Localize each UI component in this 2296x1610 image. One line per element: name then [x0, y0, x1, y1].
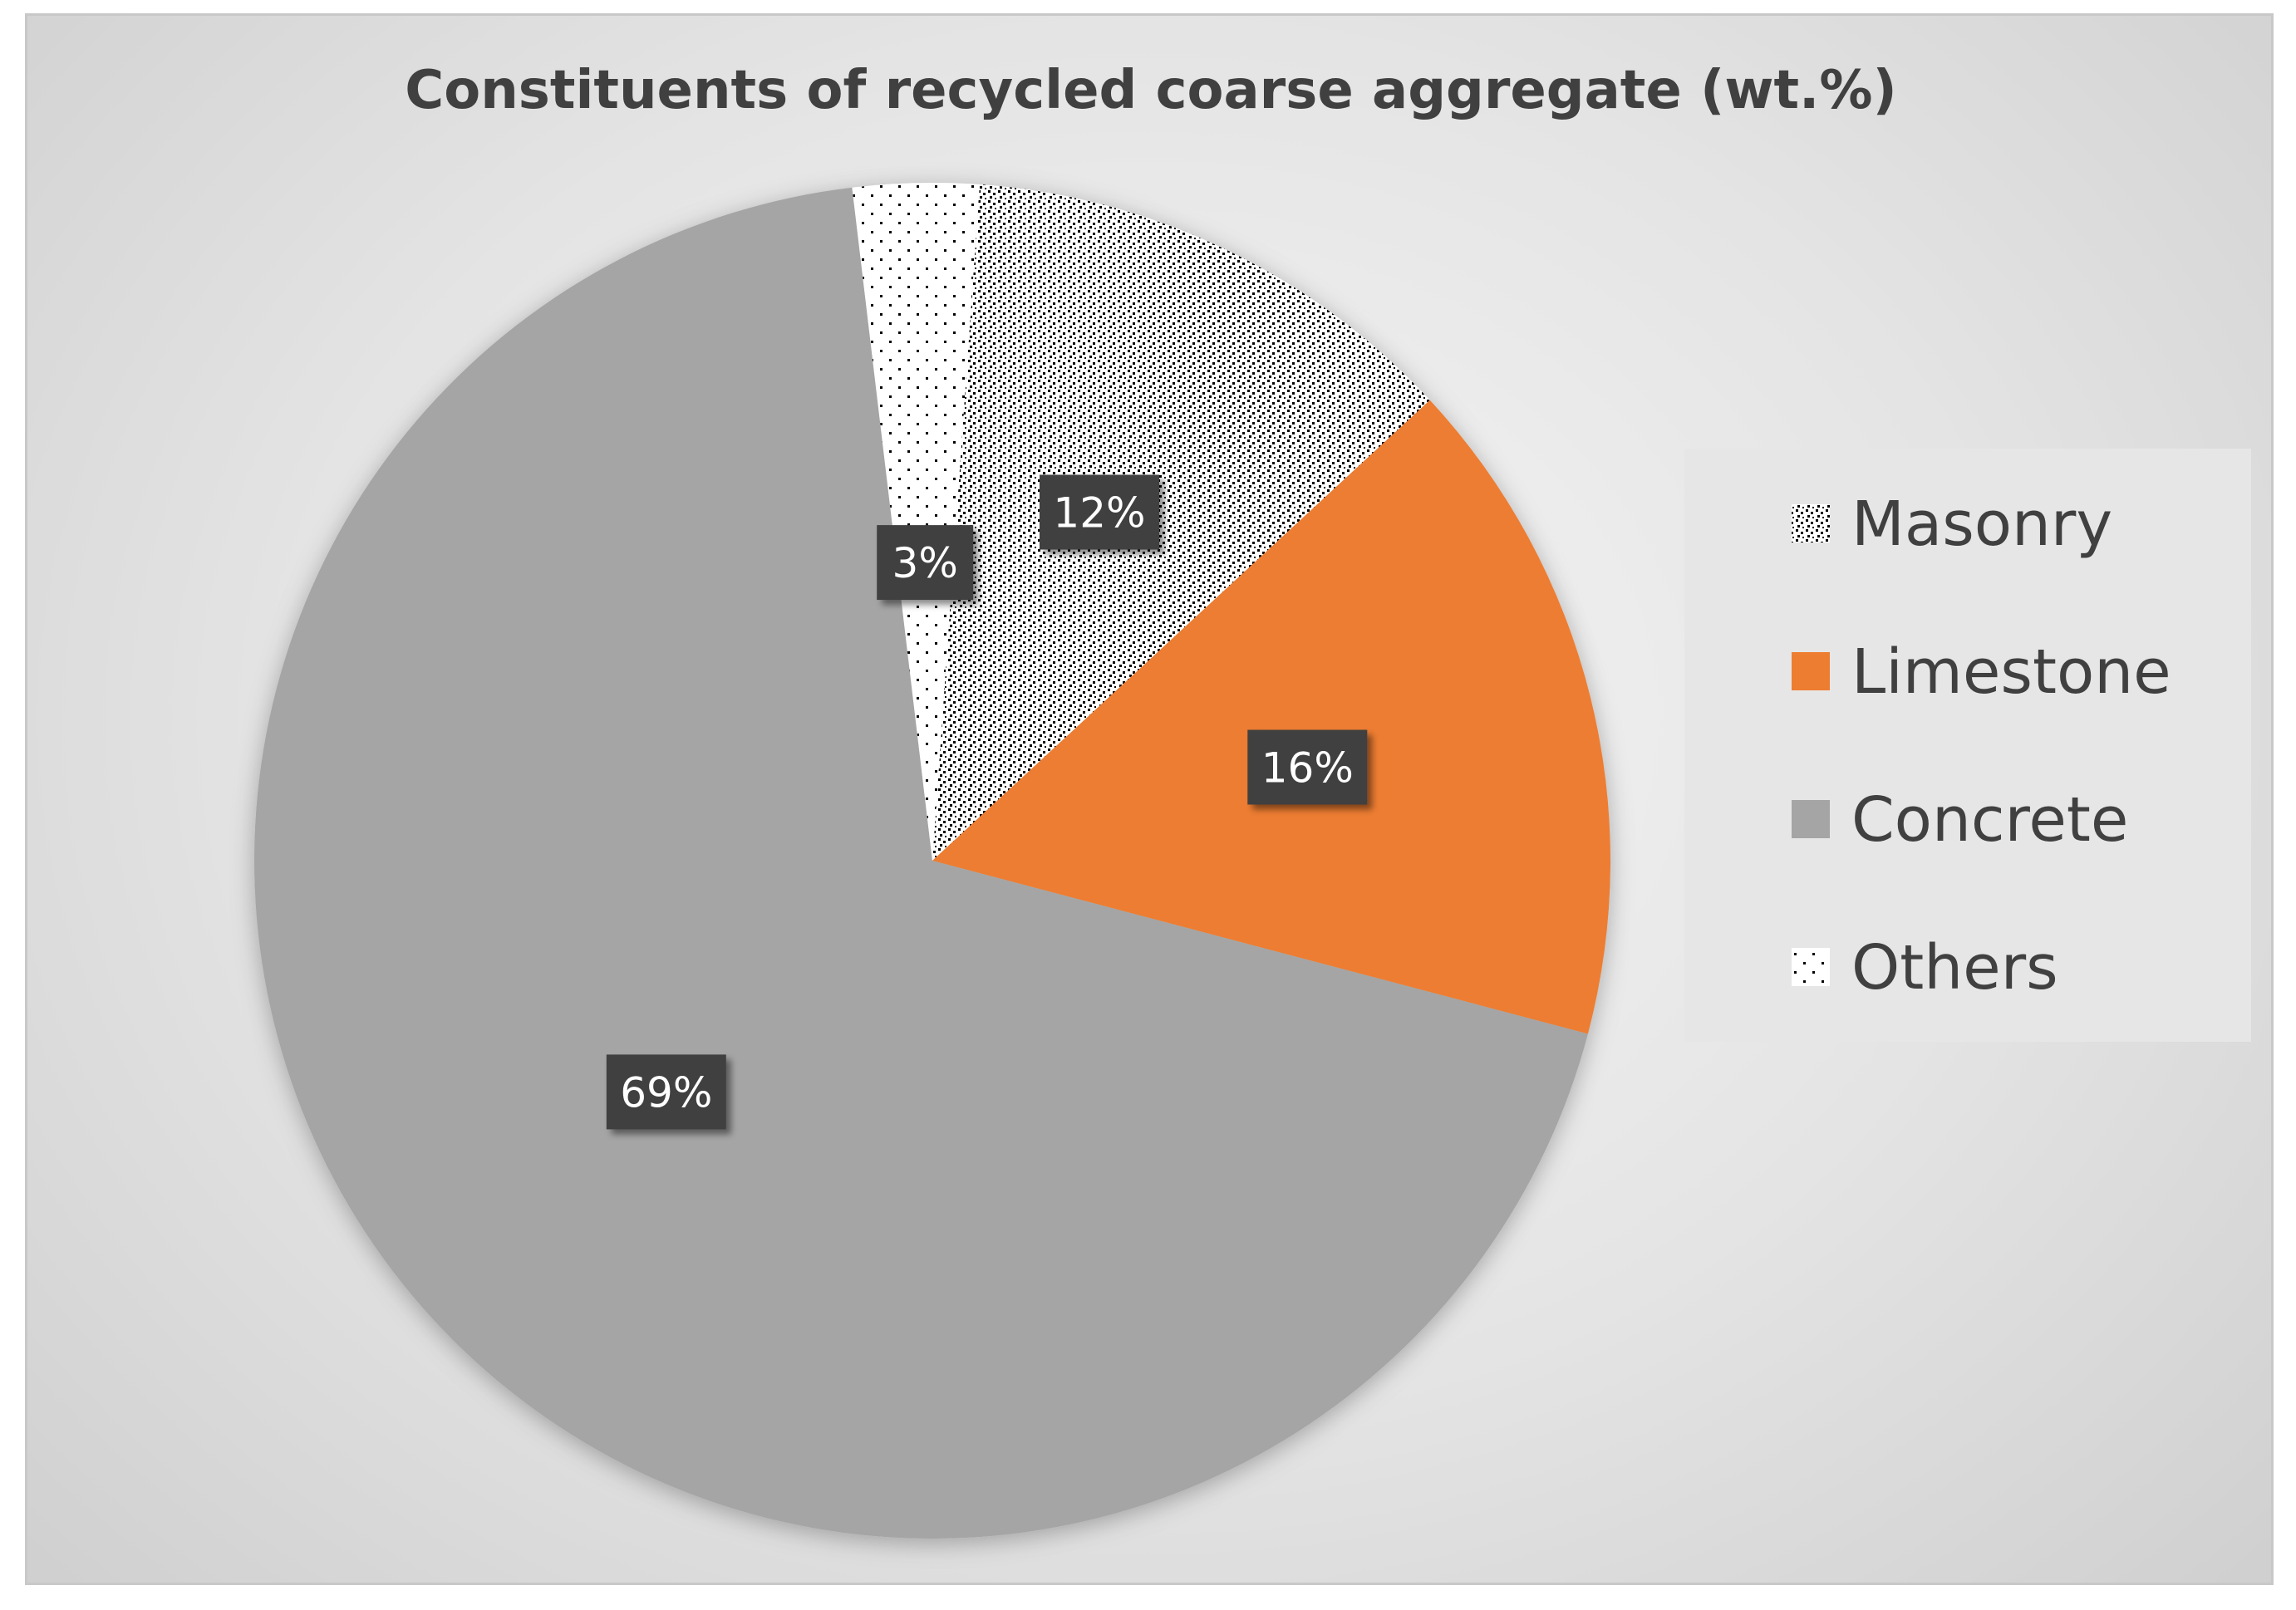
legend-label: Limestone [1851, 636, 2171, 708]
legend-label: Masonry [1851, 488, 2112, 560]
legend-label: Concrete [1851, 784, 2128, 856]
pie-data-labels: 12% 16% 69% 3% [606, 474, 1368, 1130]
data-label-text: 69% [620, 1068, 712, 1117]
legend-entry-masonry: Masonry [1792, 488, 2112, 560]
pie-slice-limestone [932, 400, 1610, 1034]
legend-label: Others [1851, 932, 2058, 1004]
data-label-others: 3% [877, 525, 974, 601]
data-label-text: 12% [1053, 489, 1145, 537]
legend-entry-others: Others [1792, 932, 2058, 1004]
data-label-limestone: 16% [1247, 729, 1368, 805]
legend-swatch [1792, 504, 1830, 542]
legend-entry-limestone: Limestone [1792, 636, 2171, 708]
legend: Masonry Limestone Concrete Others [1684, 449, 2251, 1042]
pie-slice-concrete [254, 187, 1588, 1539]
legend-swatch [1792, 948, 1830, 986]
legend-swatch [1792, 652, 1830, 690]
pie-slice-others [852, 183, 980, 861]
data-label-text: 3% [892, 539, 958, 587]
data-label-concrete: 69% [606, 1054, 726, 1130]
data-label-masonry: 12% [1040, 474, 1159, 550]
legend-entry-concrete: Concrete [1792, 784, 2128, 856]
data-label-box [1247, 729, 1368, 805]
data-label-box [606, 1054, 726, 1130]
legend-box [1684, 449, 2251, 1042]
legend-swatch [1792, 800, 1830, 838]
data-label-box [877, 525, 974, 601]
data-label-box [1040, 474, 1159, 550]
data-label-text: 16% [1261, 744, 1354, 793]
pie-slices [254, 183, 1610, 1539]
chart-title: Constituents of recycled coarse aggregat… [405, 60, 1896, 121]
pie-slice-masonry [932, 184, 1430, 861]
